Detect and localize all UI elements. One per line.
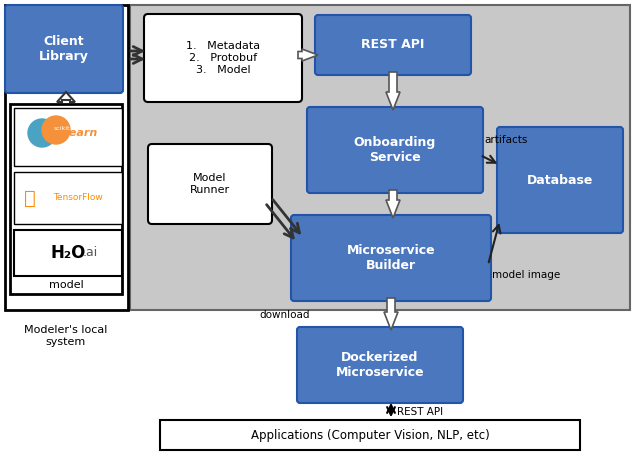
Text: H₂O: H₂O xyxy=(51,244,86,262)
Text: learn: learn xyxy=(66,128,98,138)
Text: REST API: REST API xyxy=(397,407,443,417)
Text: .ai: .ai xyxy=(83,247,98,260)
FancyBboxPatch shape xyxy=(14,172,122,224)
Text: Client
Library: Client Library xyxy=(39,35,89,63)
FancyArrow shape xyxy=(386,190,400,218)
Text: REST API: REST API xyxy=(362,39,425,51)
Text: model image: model image xyxy=(492,270,560,280)
Circle shape xyxy=(28,119,56,147)
Text: scikit: scikit xyxy=(54,125,70,130)
FancyBboxPatch shape xyxy=(497,127,623,233)
FancyBboxPatch shape xyxy=(291,215,491,301)
Text: TensorFlow: TensorFlow xyxy=(53,193,103,202)
Circle shape xyxy=(42,116,70,144)
FancyBboxPatch shape xyxy=(148,144,272,224)
Text: Model
Runner: Model Runner xyxy=(190,173,230,195)
FancyBboxPatch shape xyxy=(10,104,122,294)
FancyBboxPatch shape xyxy=(5,5,123,93)
Text: model: model xyxy=(49,280,83,290)
FancyBboxPatch shape xyxy=(315,15,471,75)
Text: artifacts: artifacts xyxy=(484,135,527,145)
Text: Onboarding
Service: Onboarding Service xyxy=(354,136,436,164)
Text: 🍄: 🍄 xyxy=(24,188,36,207)
Text: 1.   Metadata
2.   Protobuf
3.   Model: 1. Metadata 2. Protobuf 3. Model xyxy=(186,41,260,74)
FancyBboxPatch shape xyxy=(307,107,483,193)
FancyArrow shape xyxy=(384,298,398,330)
FancyBboxPatch shape xyxy=(130,5,630,310)
FancyArrow shape xyxy=(57,92,75,102)
FancyBboxPatch shape xyxy=(5,5,128,310)
Text: Dockerized
Microservice: Dockerized Microservice xyxy=(336,351,424,379)
FancyArrow shape xyxy=(386,72,400,110)
FancyBboxPatch shape xyxy=(160,420,580,450)
Text: Applications (Computer Vision, NLP, etc): Applications (Computer Vision, NLP, etc) xyxy=(251,429,490,441)
FancyBboxPatch shape xyxy=(14,230,122,276)
Text: download: download xyxy=(259,310,310,320)
FancyBboxPatch shape xyxy=(14,108,122,166)
FancyBboxPatch shape xyxy=(297,327,463,403)
Text: Database: Database xyxy=(527,173,593,187)
FancyArrow shape xyxy=(298,49,318,61)
Text: Microservice
Builder: Microservice Builder xyxy=(347,244,435,272)
Text: Modeler's local
system: Modeler's local system xyxy=(24,325,108,346)
FancyBboxPatch shape xyxy=(144,14,302,102)
